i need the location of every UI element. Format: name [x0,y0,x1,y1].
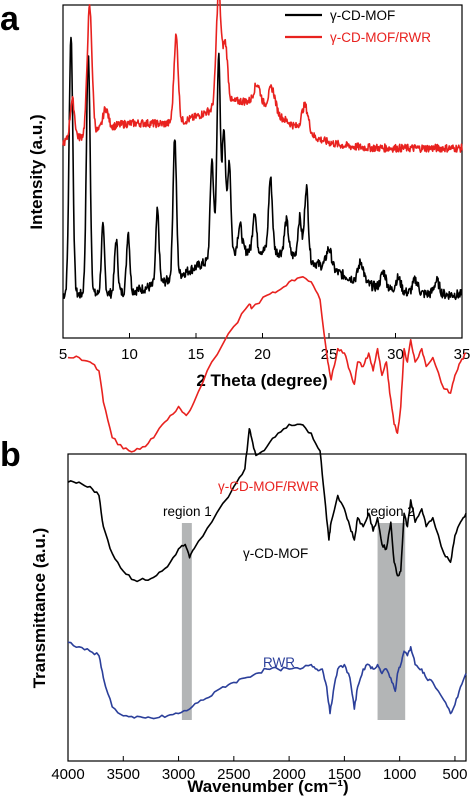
panel-b-x-tick-label: 4000 [51,766,84,783]
panel-a-x-tick-label: 5 [59,346,67,363]
panel-b-shaded-regions [181,523,406,720]
panel-b-plot-frame [67,453,467,762]
panel-a-x-tick-label: 15 [188,346,205,363]
panel-b-x-axis-title: Wavenumber (cm⁻¹) [187,777,348,796]
panel-a-series-line-gamma-cd-mof [62,36,463,301]
panel-b-x-tick-label: 3500 [107,766,140,783]
panel-a-letter: a [0,0,20,38]
panel-b-y-axis-title: Transmittance (a.u.) [30,528,49,689]
panel-a-series-lines [62,0,463,301]
panel-b-x-tick-label: 2500 [217,766,250,783]
panel-b-x-tick-label: 1500 [328,766,361,783]
panel-b-series-line-rwr [67,641,467,720]
panel-b-x-tick-label: 3000 [162,766,195,783]
legend-label-gamma-cd-mof: γ-CD-MOF [330,8,395,23]
panel-b-series-lines [67,276,467,720]
panel-a-legend: γ-CD-MOF γ-CD-MOF/RWR [285,8,431,45]
panel-b-letter: b [0,436,21,474]
panel-b-x-tick-label: 2000 [272,766,305,783]
panel-b-ftir-chart: b 4000 3500 3000 2500 2000 1500 1000 500 Wavenu… [0,276,467,796]
panel-a-x-tick-label: 35 [454,346,471,363]
panel-b-series-line-gamma-cd-mof [67,423,467,583]
panel-b-series-line-gamma-cd-mof-rwr [67,276,467,453]
panel-a-x-ticks: 5 10 15 20 25 30 35 [59,333,471,363]
panel-a-y-axis-title: Intensity (a.u.) [27,114,46,229]
panel-b-x-tick-label: 500 [442,766,467,783]
panel-b-x-ticks: 4000 3500 3000 2500 2000 1500 1000 500 [51,756,467,783]
panel-a-xrd-chart: a 5 10 15 20 25 30 35 2 Theta (degree) Intensi… [0,0,470,390]
annotation-region-2: region 2 [366,504,415,519]
panel-b-x-tick-label: 1000 [383,766,416,783]
shaded-region-1 [181,523,192,720]
annotation-rwr: RWR [263,655,295,670]
panel-a-x-tick-label: 20 [254,346,271,363]
legend-label-gamma-cd-mof-rwr: γ-CD-MOF/RWR [330,30,431,45]
annotation-gamma-cd-mof-rwr: γ-CD-MOF/RWR [218,479,319,494]
panel-a-x-tick-label: 10 [121,346,138,363]
panel-a-series-line-gamma-cd-mof-rwr [62,0,463,153]
panel-a-x-tick-label: 30 [387,346,404,363]
annotation-gamma-cd-mof: γ-CD-MOF [243,546,308,561]
shaded-region-2 [377,523,406,720]
annotation-region-1: region 1 [163,504,212,519]
panel-a-x-axis-title: 2 Theta (degree) [196,371,327,390]
panel-a-x-tick-label: 25 [321,346,338,363]
